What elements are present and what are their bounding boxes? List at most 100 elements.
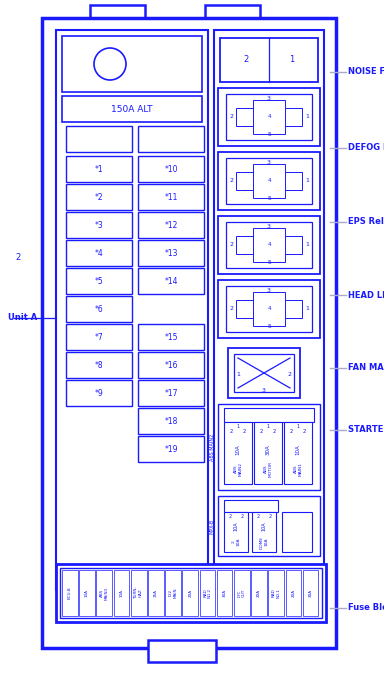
Text: 15A: 15A bbox=[154, 589, 158, 597]
Text: HEAD LP Relay: HEAD LP Relay bbox=[348, 290, 384, 300]
Bar bbox=[66, 156, 132, 182]
Text: ABS MAIN2: ABS MAIN2 bbox=[210, 433, 215, 460]
Text: *2: *2 bbox=[95, 193, 103, 201]
Text: 2: 2 bbox=[260, 428, 263, 434]
Bar bbox=[60, 568, 322, 618]
Text: ABS
MAIN1: ABS MAIN1 bbox=[294, 462, 302, 475]
Bar bbox=[138, 240, 204, 266]
Text: *1: *1 bbox=[95, 165, 103, 174]
Bar bbox=[138, 212, 204, 238]
Text: Fuse Block: Fuse Block bbox=[348, 603, 384, 612]
Bar bbox=[138, 380, 204, 406]
Bar bbox=[218, 152, 320, 210]
Bar bbox=[252, 512, 276, 552]
Bar bbox=[50, 24, 328, 642]
Text: 10A: 10A bbox=[85, 589, 89, 597]
Text: 1: 1 bbox=[236, 372, 240, 378]
Text: 1: 1 bbox=[305, 306, 309, 311]
Text: *5: *5 bbox=[94, 277, 103, 285]
Bar bbox=[138, 268, 204, 294]
Bar bbox=[234, 570, 250, 616]
Bar bbox=[226, 222, 312, 268]
Bar bbox=[236, 108, 302, 125]
Bar bbox=[96, 570, 112, 616]
Bar bbox=[228, 348, 300, 398]
Text: *10: *10 bbox=[164, 165, 178, 174]
Bar bbox=[56, 564, 326, 622]
Text: *9: *9 bbox=[94, 388, 103, 397]
Text: 2: 2 bbox=[229, 243, 233, 247]
Text: 3: 3 bbox=[267, 161, 271, 165]
Text: *7: *7 bbox=[94, 332, 103, 342]
Bar bbox=[284, 422, 312, 484]
Bar bbox=[138, 126, 204, 152]
Text: 3: 3 bbox=[262, 388, 266, 393]
Bar bbox=[66, 240, 132, 266]
Bar bbox=[236, 236, 302, 254]
Bar bbox=[138, 324, 204, 350]
Text: 3: 3 bbox=[267, 224, 271, 229]
Bar bbox=[62, 570, 78, 616]
Bar bbox=[90, 5, 145, 27]
Text: 10A: 10A bbox=[235, 445, 240, 455]
Bar bbox=[253, 292, 285, 327]
Bar bbox=[220, 38, 318, 82]
Text: FAN MAIN Relay: FAN MAIN Relay bbox=[348, 363, 384, 372]
Bar bbox=[114, 570, 129, 616]
Bar bbox=[224, 408, 314, 422]
Text: ABS
MOTOR: ABS MOTOR bbox=[264, 460, 272, 477]
Text: 2: 2 bbox=[228, 513, 232, 519]
Text: *17: *17 bbox=[164, 388, 178, 397]
Text: 20A: 20A bbox=[291, 589, 295, 597]
Text: 5: 5 bbox=[267, 132, 271, 138]
Text: *13: *13 bbox=[164, 249, 178, 258]
Text: IG2
MAIN: IG2 MAIN bbox=[169, 588, 177, 598]
Text: TURN-
HAZ: TURN- HAZ bbox=[134, 586, 143, 599]
Text: 2
10A: 2 10A bbox=[232, 538, 240, 546]
Text: 4: 4 bbox=[267, 178, 271, 184]
Bar bbox=[138, 156, 204, 182]
Text: 2: 2 bbox=[230, 428, 233, 434]
Text: 3: 3 bbox=[267, 289, 271, 294]
Bar bbox=[66, 268, 132, 294]
Bar bbox=[66, 126, 132, 152]
Text: 10A: 10A bbox=[262, 521, 266, 531]
Bar bbox=[226, 286, 312, 332]
Bar bbox=[254, 422, 282, 484]
Text: *8: *8 bbox=[95, 361, 103, 370]
Bar bbox=[217, 570, 232, 616]
Text: *4: *4 bbox=[94, 249, 103, 258]
Text: 5: 5 bbox=[267, 197, 271, 201]
Bar bbox=[62, 36, 202, 92]
Bar bbox=[138, 352, 204, 378]
Text: 2: 2 bbox=[229, 115, 233, 119]
Bar bbox=[138, 184, 204, 210]
Text: 2: 2 bbox=[288, 372, 292, 378]
Bar bbox=[79, 570, 95, 616]
Text: ECU-B: ECU-B bbox=[68, 586, 72, 599]
Text: 2: 2 bbox=[244, 56, 249, 64]
Bar bbox=[66, 380, 132, 406]
Bar bbox=[182, 570, 198, 616]
Bar bbox=[200, 570, 215, 616]
Bar bbox=[165, 570, 181, 616]
Bar bbox=[50, 24, 328, 642]
Bar bbox=[218, 280, 320, 338]
Bar bbox=[268, 570, 284, 616]
Text: 4: 4 bbox=[267, 306, 271, 311]
Bar bbox=[42, 18, 336, 648]
Bar bbox=[303, 570, 318, 616]
Text: 30A: 30A bbox=[265, 445, 270, 455]
Text: 3: 3 bbox=[267, 96, 271, 102]
Bar bbox=[218, 404, 320, 490]
Text: 1: 1 bbox=[266, 424, 270, 428]
Bar bbox=[236, 172, 302, 190]
Text: NOISE FILTER: NOISE FILTER bbox=[348, 68, 384, 77]
Text: 2: 2 bbox=[240, 513, 243, 519]
Text: *11: *11 bbox=[164, 193, 178, 201]
Bar bbox=[226, 158, 312, 204]
Bar bbox=[282, 512, 312, 552]
Text: 10A: 10A bbox=[296, 445, 301, 455]
Text: *3: *3 bbox=[94, 220, 103, 229]
Bar bbox=[224, 422, 252, 484]
